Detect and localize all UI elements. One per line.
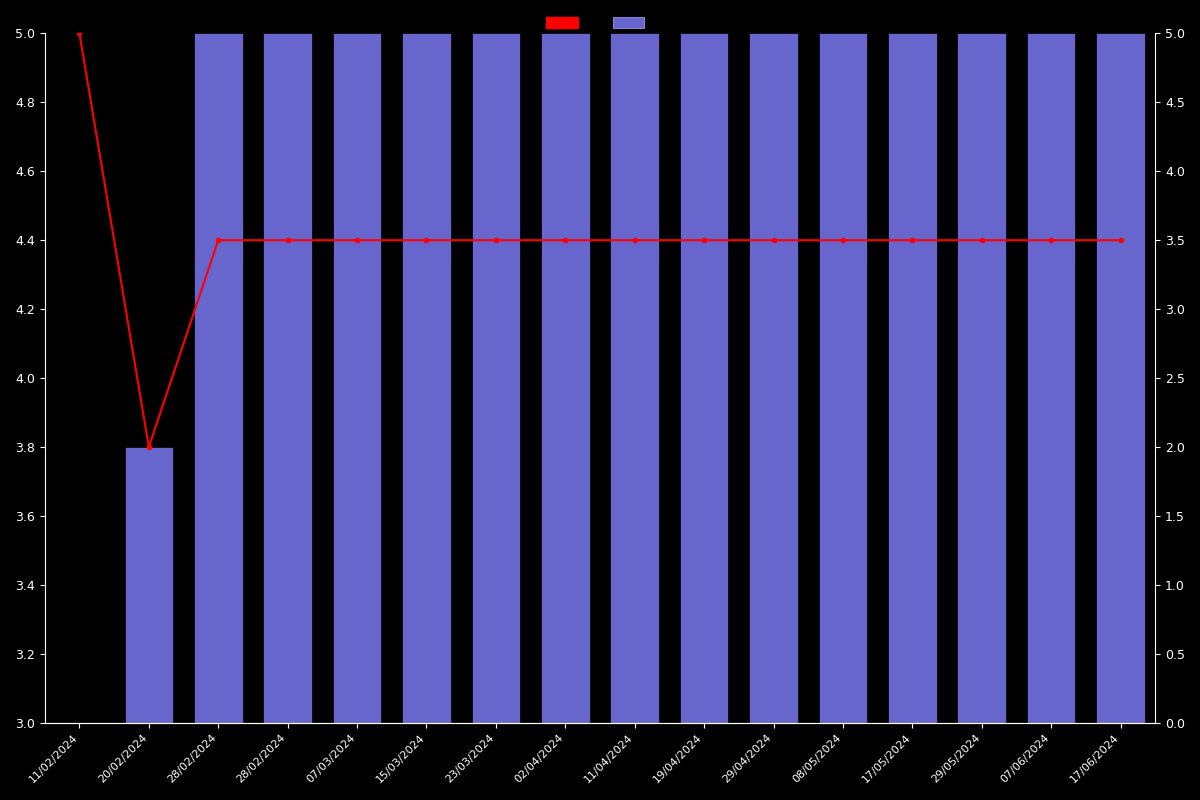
Bar: [472, 34, 520, 722]
Bar: [749, 34, 798, 722]
Bar: [958, 34, 1006, 722]
Bar: [541, 34, 589, 722]
Bar: [818, 34, 868, 722]
Bar: [1027, 34, 1075, 722]
Bar: [263, 34, 312, 722]
Bar: [402, 34, 451, 722]
Bar: [680, 34, 728, 722]
Bar: [1097, 34, 1145, 722]
Bar: [194, 34, 242, 722]
Bar: [888, 34, 937, 722]
Bar: [125, 447, 173, 722]
Bar: [611, 34, 659, 722]
Legend: , : ,: [541, 12, 659, 35]
Bar: [332, 34, 382, 722]
